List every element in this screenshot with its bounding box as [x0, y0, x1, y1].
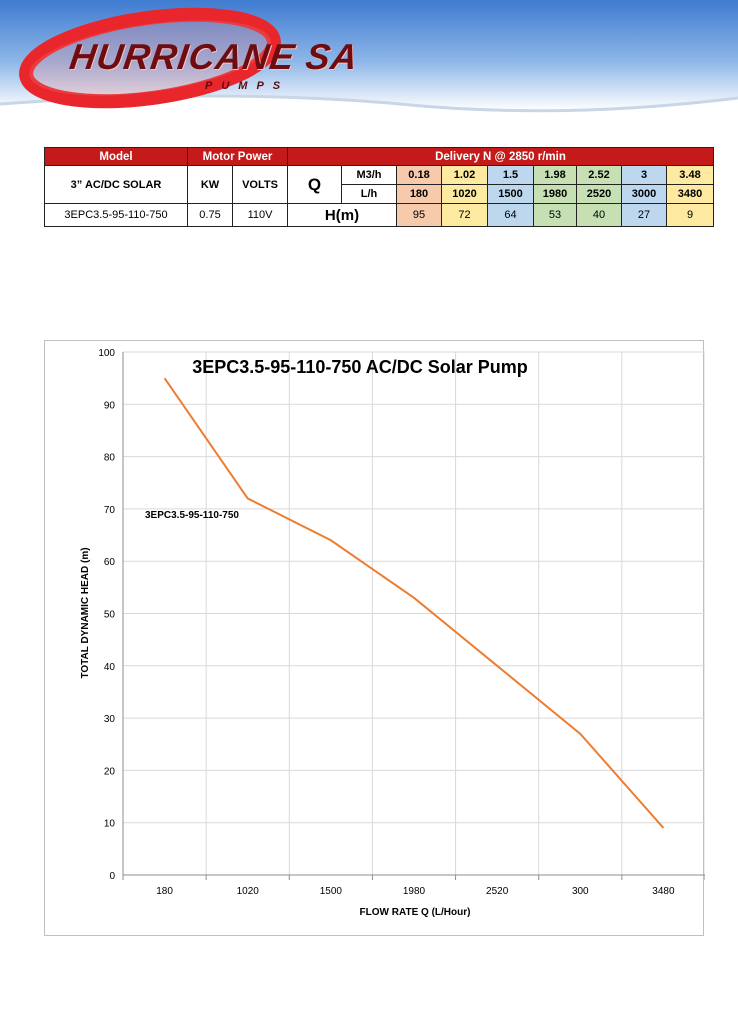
m3h-cell: 3.48 [666, 165, 714, 185]
q-label: Q [287, 165, 342, 204]
series [163, 377, 665, 829]
motor-power-header: Motor Power [187, 147, 288, 166]
head-cell: 27 [621, 203, 667, 227]
lh-cell: 3000 [621, 184, 667, 204]
x-axis-label: FLOW RATE Q (L/Hour) [360, 907, 471, 918]
model-name: 3EPC3.5-95-110-750 [44, 203, 188, 227]
x-tick-label: 180 [156, 886, 173, 897]
series-label: 3EPC3.5-95-110-750 [145, 510, 239, 521]
head-cell: 53 [533, 203, 577, 227]
m3h-cell: 3 [621, 165, 667, 185]
y-tick-label: 10 [104, 819, 116, 830]
chart-title: 3EPC3.5-95-110-750 AC/DC Solar Pump [192, 357, 527, 377]
series-label: 3” AC/DC SOLAR [44, 165, 188, 204]
y-tick-label: 80 [104, 453, 116, 464]
logo-subtitle: PUMPS [205, 80, 290, 92]
lh-cell: 1980 [533, 184, 577, 204]
lh-cell: 1500 [487, 184, 534, 204]
table-row-m3h: 3” AC/DC SOLAR KW VOLTS Q M3/h 0.18 1.02… [44, 165, 714, 204]
head-cell: 72 [441, 203, 488, 227]
lh-cell: 2520 [576, 184, 622, 204]
head-cell: 64 [487, 203, 534, 227]
h-label: H(m) [287, 203, 397, 227]
lh-cell: 1020 [441, 184, 488, 204]
m3h-cell: 0.18 [396, 165, 442, 185]
y-tick-label: 20 [104, 766, 116, 777]
logo: HURRICANE SA [67, 36, 361, 77]
logo-swoosh [19, 7, 281, 109]
x-tick-label: 1980 [403, 886, 426, 897]
grid [122, 351, 705, 876]
y-tick-label: 30 [104, 714, 116, 725]
delivery-header: Delivery N @ 2850 r/min [287, 147, 714, 166]
head-cell: 9 [666, 203, 714, 227]
model-header: Model [44, 147, 188, 166]
m3h-cell: 1.5 [487, 165, 534, 185]
axes [122, 352, 705, 880]
x-tick-label: 1020 [237, 886, 260, 897]
table-row-model: 3EPC3.5-95-110-750 0.75 110V H(m) 95 72 … [44, 203, 714, 227]
kw-value: 0.75 [187, 203, 233, 227]
series-line [163, 377, 665, 829]
head-cell: 40 [576, 203, 622, 227]
table-row-lh: L/h 180 1020 1500 1980 2520 3000 3480 [45, 184, 714, 204]
lh-cell: 180 [396, 184, 442, 204]
m3h-cell: 1.98 [533, 165, 577, 185]
chart-area: 0 10 20 30 40 50 60 70 80 90 100 180 1020 1500 1980 252… [44, 340, 705, 936]
y-tick-label: 70 [104, 505, 116, 516]
m3h-label: M3/h [341, 165, 397, 185]
m3h-cell: 1.02 [441, 165, 488, 185]
sky-banner [0, 0, 738, 113]
lh-label: L/h [341, 184, 397, 204]
x-tick-label: 1500 [320, 886, 343, 897]
m3h-cell: 2.52 [576, 165, 622, 185]
x-tick-label: 3480 [652, 886, 675, 897]
x-tick-label: 300 [572, 886, 589, 897]
table-header-row: Model Motor Power Delivery N @ 2850 r/mi… [44, 147, 714, 166]
volts-label: VOLTS [232, 165, 288, 204]
y-tick-label: 50 [104, 610, 116, 621]
y-axis-label: TOTAL DYNAMIC HEAD (m) [80, 547, 91, 678]
y-tick-label: 60 [104, 557, 116, 568]
head-cell: 95 [396, 203, 442, 227]
header-banner: HURRICANE SA PUMPS [0, 0, 738, 130]
spec-table: Model Motor Power Delivery N @ 2850 r/mi… [44, 147, 714, 227]
y-tick-label: 100 [98, 348, 115, 359]
x-tick-label: 2520 [486, 886, 509, 897]
y-tick-label: 40 [104, 662, 116, 673]
volts-value: 110V [232, 203, 288, 227]
kw-label: KW [187, 165, 233, 204]
y-tick-label: 0 [109, 871, 115, 882]
y-tick-label: 90 [104, 400, 116, 411]
lh-cell: 3480 [666, 184, 714, 204]
